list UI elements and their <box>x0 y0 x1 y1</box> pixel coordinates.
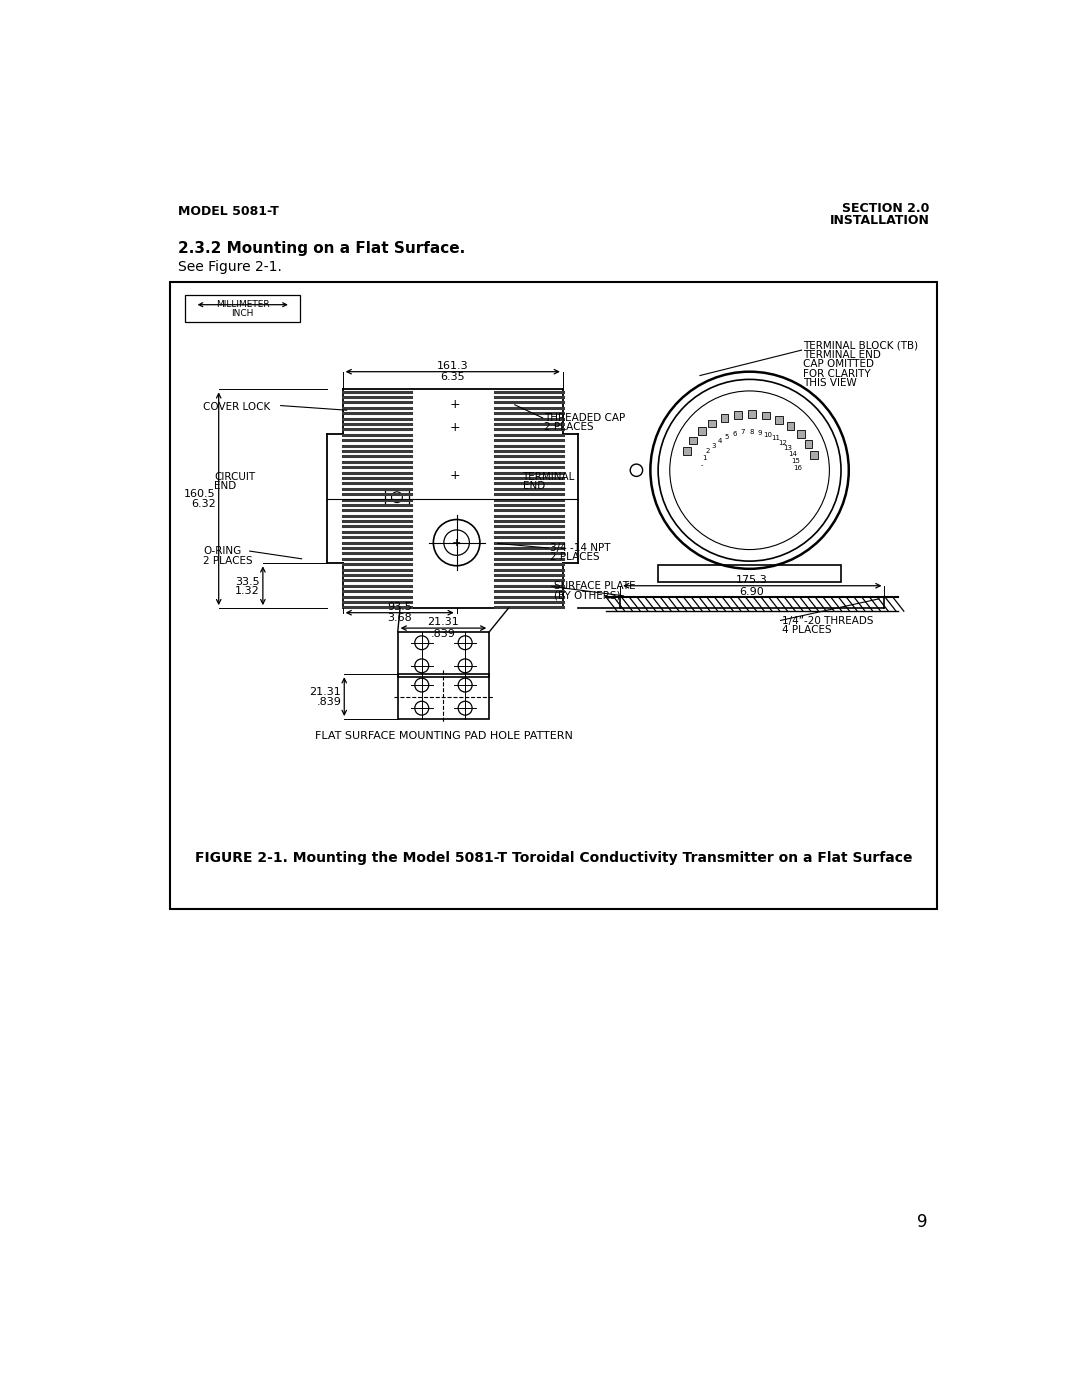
Text: 93.5: 93.5 <box>387 602 411 612</box>
Text: COVER LOCK: COVER LOCK <box>203 402 270 412</box>
Text: INSTALLATION: INSTALLATION <box>829 214 930 226</box>
Text: (BY OTHERS): (BY OTHERS) <box>554 591 620 601</box>
Bar <box>689 437 697 444</box>
Text: END: END <box>523 481 544 490</box>
Bar <box>708 419 716 427</box>
Text: 1: 1 <box>702 455 706 461</box>
Text: 1/4”-20 THREADS: 1/4”-20 THREADS <box>782 616 874 626</box>
Bar <box>658 564 841 583</box>
Bar <box>186 295 300 323</box>
Text: 2 PLACES: 2 PLACES <box>550 552 599 562</box>
Text: O-RING: O-RING <box>203 546 242 556</box>
Text: 160.5: 160.5 <box>184 489 216 499</box>
Text: +: + <box>449 422 460 434</box>
Bar <box>683 447 691 455</box>
Text: See Figure 2-1.: See Figure 2-1. <box>177 260 282 274</box>
Text: CIRCUIT: CIRCUIT <box>214 472 255 482</box>
Text: .839: .839 <box>316 697 341 707</box>
Text: TERMINAL END: TERMINAL END <box>804 351 881 360</box>
Text: 6: 6 <box>732 432 737 437</box>
Text: 3.68: 3.68 <box>387 613 411 623</box>
Text: -: - <box>701 462 703 468</box>
Text: 5: 5 <box>725 434 729 440</box>
Bar <box>397 675 489 719</box>
Text: 4: 4 <box>717 437 721 444</box>
Text: 2 PLACES: 2 PLACES <box>203 556 253 566</box>
Bar <box>384 489 409 504</box>
Bar <box>797 430 805 437</box>
Bar <box>720 415 729 422</box>
Text: 161.3: 161.3 <box>437 360 469 372</box>
Text: +: + <box>451 538 461 549</box>
Text: END: END <box>214 481 237 490</box>
Text: 9: 9 <box>757 430 762 436</box>
Text: FOR CLARITY: FOR CLARITY <box>804 369 870 379</box>
Text: 14: 14 <box>788 451 797 457</box>
Text: CAP OMITTED: CAP OMITTED <box>804 359 874 369</box>
Text: 10: 10 <box>764 432 772 439</box>
Bar <box>698 427 705 434</box>
Text: 16: 16 <box>794 465 802 471</box>
Text: MODEL 5081-T: MODEL 5081-T <box>177 204 279 218</box>
Bar <box>786 422 795 430</box>
Text: 7: 7 <box>741 429 745 436</box>
Text: 9: 9 <box>917 1214 927 1231</box>
Text: THIS VIEW: THIS VIEW <box>804 377 856 388</box>
Text: 1.32: 1.32 <box>235 587 260 597</box>
Text: FIGURE 2-1. Mounting the Model 5081-T Toroidal Conductivity Transmitter on a Fla: FIGURE 2-1. Mounting the Model 5081-T To… <box>194 851 913 865</box>
Text: INCH: INCH <box>231 309 254 319</box>
Text: 3: 3 <box>711 443 716 448</box>
Text: 2.3.2 Mounting on a Flat Surface.: 2.3.2 Mounting on a Flat Surface. <box>177 240 464 256</box>
Bar <box>805 440 812 447</box>
Bar <box>170 282 937 909</box>
Text: 4 PLACES: 4 PLACES <box>782 624 832 636</box>
Text: THREADED CAP: THREADED CAP <box>544 412 625 422</box>
Bar <box>734 411 742 419</box>
Text: 13: 13 <box>784 444 793 451</box>
Text: 2: 2 <box>706 448 711 454</box>
Text: .839: .839 <box>431 629 456 638</box>
Text: 15: 15 <box>792 458 800 464</box>
Text: FLAT SURFACE MOUNTING PAD HOLE PATTERN: FLAT SURFACE MOUNTING PAD HOLE PATTERN <box>314 731 572 742</box>
Bar <box>775 416 783 423</box>
Text: +: + <box>449 398 460 411</box>
Text: 175.3: 175.3 <box>737 576 768 585</box>
Text: MILLIMETER: MILLIMETER <box>216 300 270 309</box>
Text: 21.31: 21.31 <box>428 617 459 627</box>
Bar <box>748 411 756 418</box>
Text: 6.90: 6.90 <box>740 587 765 597</box>
Text: 21.31: 21.31 <box>309 687 341 697</box>
Text: TERMINAL: TERMINAL <box>523 472 575 482</box>
Bar <box>810 451 818 458</box>
Text: 6.32: 6.32 <box>191 499 216 509</box>
Text: 2 PLACES: 2 PLACES <box>544 422 594 432</box>
Text: 8: 8 <box>750 429 754 434</box>
Bar <box>397 631 489 676</box>
Text: SURFACE PLATE: SURFACE PLATE <box>554 581 635 591</box>
Text: 33.5: 33.5 <box>235 577 260 587</box>
Text: TERMINAL BLOCK (TB): TERMINAL BLOCK (TB) <box>804 341 918 351</box>
Text: 11: 11 <box>771 436 780 441</box>
Text: 6.35: 6.35 <box>441 373 465 383</box>
Text: 12: 12 <box>778 440 786 446</box>
Bar <box>761 412 770 419</box>
Text: +: + <box>449 469 460 482</box>
Text: 3/4 -14 NPT: 3/4 -14 NPT <box>550 542 610 553</box>
Text: SECTION 2.0: SECTION 2.0 <box>842 203 930 215</box>
